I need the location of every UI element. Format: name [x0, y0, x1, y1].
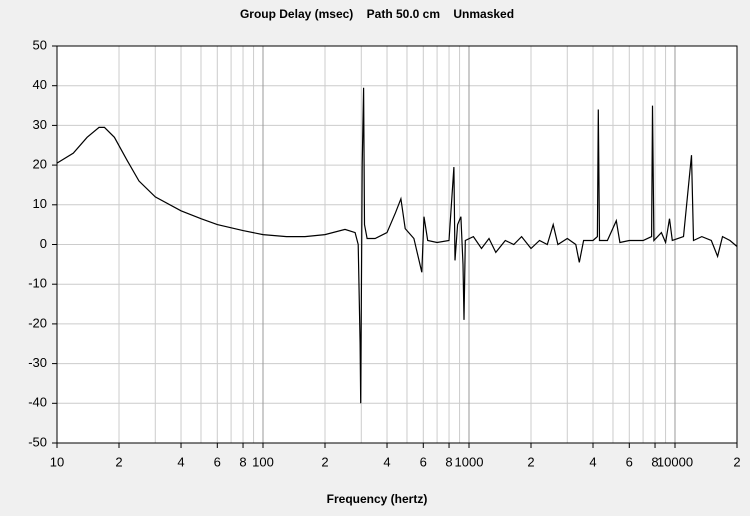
x-tick-label: 8 — [445, 454, 452, 469]
y-tick-label: 50 — [33, 37, 47, 52]
x-tick-label: 10 — [50, 454, 64, 469]
y-tick-label: -50 — [28, 434, 47, 449]
y-tick-label: -10 — [28, 276, 47, 291]
y-tick-label: 30 — [33, 117, 47, 132]
y-tick-label: 20 — [33, 157, 47, 172]
y-tick-label: -40 — [28, 395, 47, 410]
chart-title: Group Delay (msec) Path 50.0 cm Unmasked — [240, 7, 514, 21]
x-tick-label: 100 — [252, 454, 274, 469]
x-tick-label: 8 — [651, 454, 658, 469]
x-tick-label: 1000 — [455, 454, 484, 469]
x-tick-label: 8 — [239, 454, 246, 469]
y-tick-label: 10 — [33, 196, 47, 211]
y-tick-label: 40 — [33, 77, 47, 92]
x-tick-label: 2 — [527, 454, 534, 469]
y-tick-label: -30 — [28, 355, 47, 370]
x-tick-label: 6 — [626, 454, 633, 469]
y-tick-label: 0 — [40, 236, 47, 251]
x-tick-label: 2 — [115, 454, 122, 469]
data-line — [56, 87, 738, 404]
y-tick-label: -20 — [28, 315, 47, 330]
x-tick-label: 2 — [321, 454, 328, 469]
x-tick-label: 10000 — [657, 454, 693, 469]
x-axis-label: Frequency (hertz) — [327, 492, 428, 506]
x-tick-label: 4 — [383, 454, 390, 469]
x-tick-label: 4 — [177, 454, 184, 469]
x-tick-label: 6 — [214, 454, 221, 469]
x-tick-label: 2 — [733, 454, 740, 469]
x-tick-label: 6 — [420, 454, 427, 469]
x-tick-label: 4 — [589, 454, 596, 469]
